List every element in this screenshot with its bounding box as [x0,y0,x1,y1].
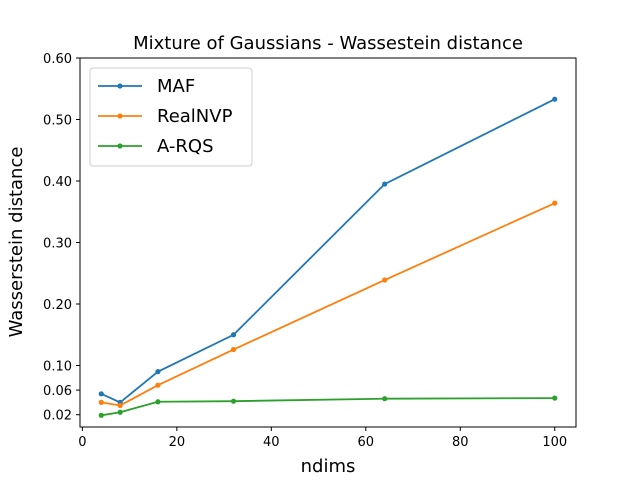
data-point-a-rqs [117,409,123,415]
data-point-maf [382,181,388,187]
legend: MAF RealNVP A-RQS [89,67,253,167]
data-point-realnvp [382,277,388,283]
x-tick-label: 20 [169,435,186,450]
y-tick-label: 0.50 [43,114,72,129]
data-point-realnvp [98,399,104,405]
data-point-a-rqs [382,396,388,402]
x-tick-label: 0 [78,435,86,450]
data-point-maf [155,369,161,375]
legend-marker-realnvp [117,113,123,119]
x-tick-label: 100 [542,435,567,450]
y-tick-label: 0.02 [43,409,72,424]
x-tick-label: 80 [452,435,469,450]
data-point-a-rqs [155,399,161,405]
y-tick-label: 0.10 [43,360,72,375]
x-tick-label: 60 [358,435,375,450]
data-point-a-rqs [552,395,558,401]
legend-label-a-rqs: A-RQS [157,136,214,157]
y-tick-label: 0.30 [43,237,72,252]
legend-box [89,67,253,167]
y-tick-label: 0.06 [43,384,72,399]
data-point-a-rqs [98,412,104,418]
y-axis: 0.02 0.06 0.10 0.20 0.30 0.40 0.50 0.60 [43,52,80,424]
x-axis: 0 20 40 60 80 100 [78,427,567,450]
series-line-realnvp [101,202,556,407]
y-tick-label: 0.40 [43,175,72,190]
chart-title: Mixture of Gaussians - Wassestein distan… [133,33,523,54]
data-point-a-rqs [230,398,237,404]
data-point-maf [230,332,237,338]
data-point-maf [98,391,104,397]
legend-marker-maf [117,83,123,89]
x-axis-label: ndims [301,456,356,477]
series-line-maf [100,98,556,404]
legend-label-maf: MAF [157,76,195,97]
data-point-realnvp [552,200,558,206]
plot-area [98,96,558,418]
y-tick-label: 0.20 [43,298,72,313]
data-point-realnvp [117,402,123,409]
series-line-a-rqs [101,397,555,417]
data-point-realnvp [155,382,161,388]
legend-marker-a-rqs [117,143,123,149]
data-point-maf [552,96,558,102]
y-tick-label: 0.60 [43,52,72,67]
y-axis-label: Wasserstein distance [6,147,27,338]
x-tick-label: 40 [263,435,280,450]
data-point-realnvp [230,346,237,353]
legend-label-realnvp: RealNVP [157,106,233,127]
